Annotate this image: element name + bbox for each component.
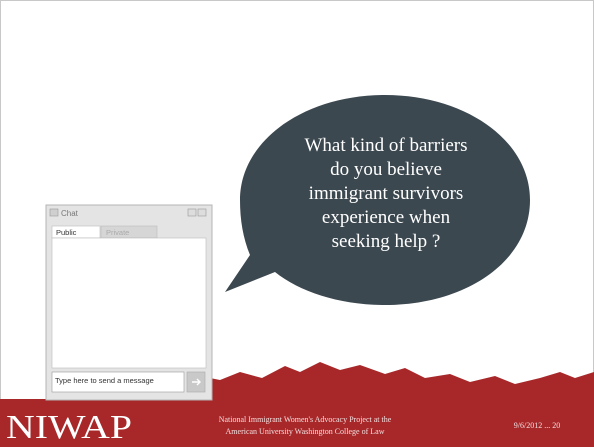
bubble-text: do you believe [330,159,442,180]
message-input[interactable] [51,371,185,393]
bubble-text: What kind of barriers [304,135,467,156]
input-placeholder: Type here to send a message [55,376,154,385]
bubble-text: immigrant survivors [309,183,464,204]
slide-info: 9/6/2012 ... 20 [514,421,560,430]
speech-bubble [225,95,530,305]
org-text: American University Washington College o… [226,427,385,436]
chat-title: Chat [61,209,79,218]
logo: NIWAP [6,409,132,446]
chat-messages [51,237,207,369]
minimize-button[interactable] [187,208,197,217]
bubble-text: experience when [322,207,451,228]
tab-label: Public [56,228,77,237]
maximize-button[interactable] [197,208,207,217]
tab-label: Private [106,228,129,237]
bubble-text: seeking help ? [332,231,441,252]
org-text: National Immigrant Women's Advocacy Proj… [219,415,392,424]
footer-band [0,399,594,447]
chat-icon [49,208,59,217]
skyline-decoration [150,362,594,400]
send-icon [192,378,201,386]
